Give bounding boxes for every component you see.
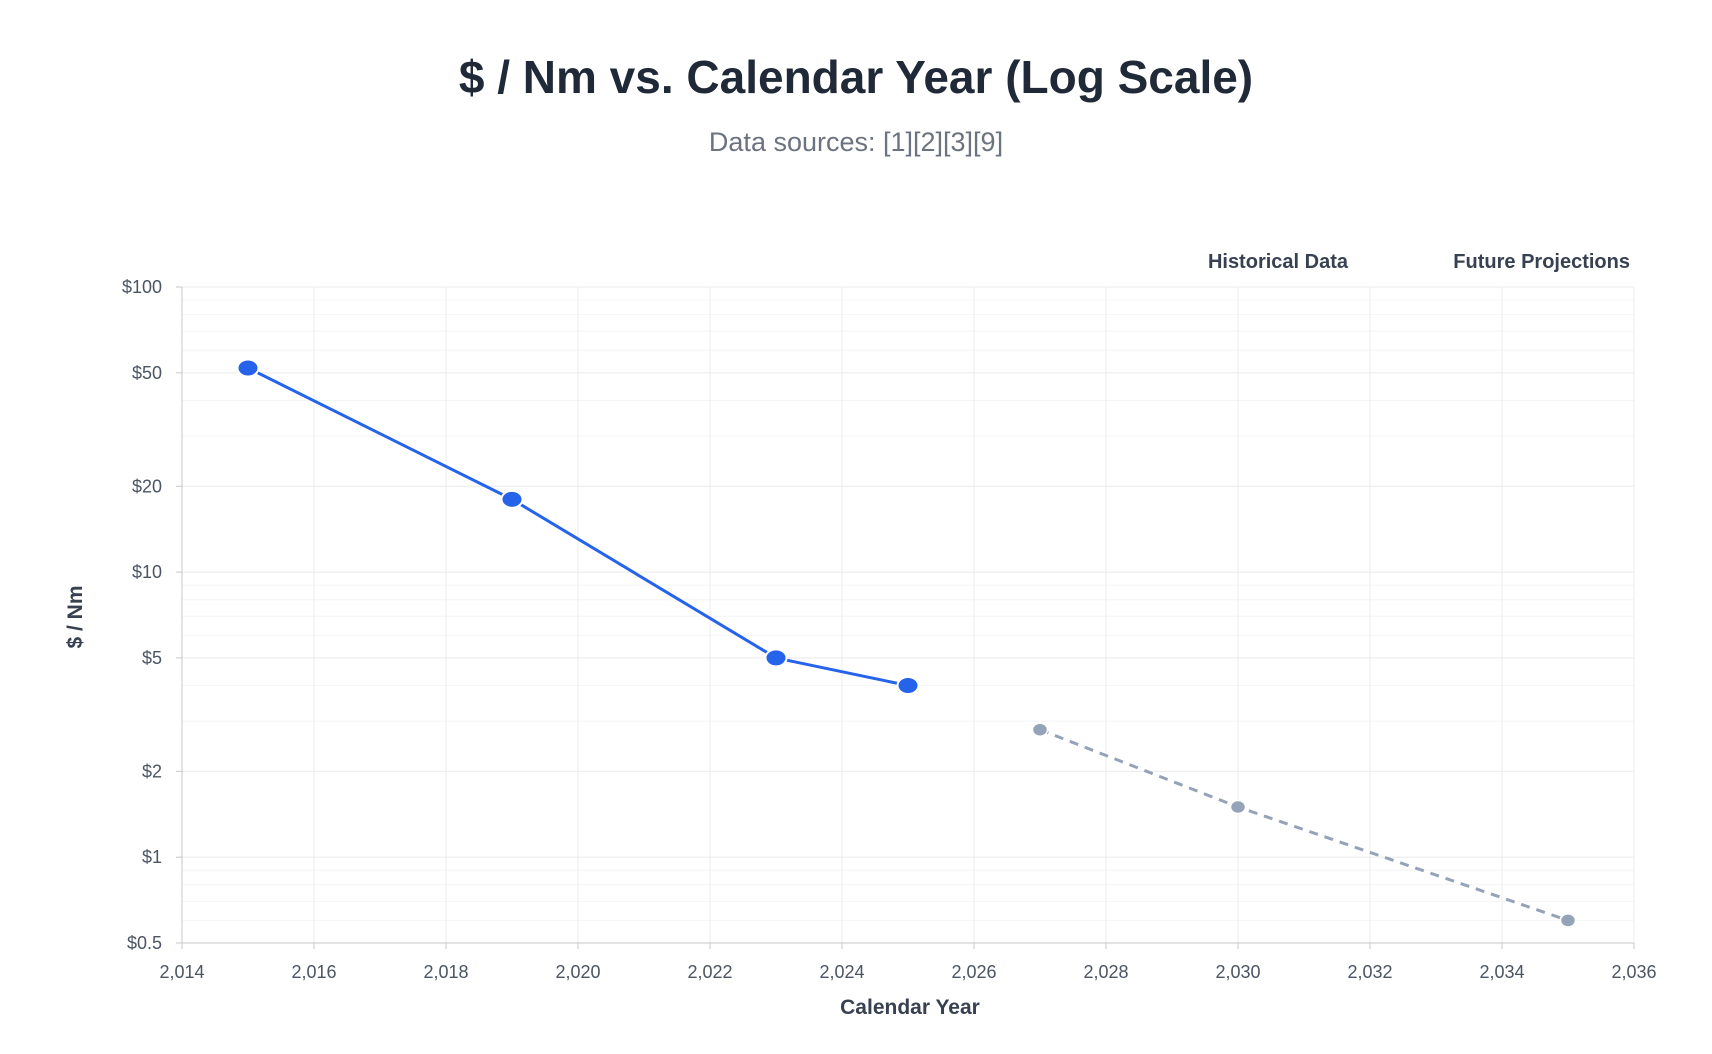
y-tick-label: $50 xyxy=(132,363,162,383)
y-tick-label: $0.5 xyxy=(127,933,162,953)
x-tick-label: 2,032 xyxy=(1347,962,1392,982)
x-tick-label: 2,022 xyxy=(687,962,732,982)
axes xyxy=(176,286,1635,949)
x-tick-label: 2,016 xyxy=(291,962,336,982)
x-tick-label: 2,014 xyxy=(159,962,204,982)
data-point-projection xyxy=(1559,913,1577,928)
data-point-historical xyxy=(500,489,524,509)
legend-future-projections[interactable]: Future Projections xyxy=(1453,251,1630,273)
y-tick-label: $1 xyxy=(142,847,162,867)
series-line-projection xyxy=(1039,728,1569,922)
tick-labels: 2,014 2,016 2,018 2,020 2,022 2,024 2,026 2,028… xyxy=(122,277,1657,982)
y-tick-label: $2 xyxy=(142,761,162,781)
data-point-projection xyxy=(1229,799,1247,815)
chart-subtitle: Data sources: [1][2][3][9] xyxy=(708,127,1004,157)
x-axis-title: Calendar Year xyxy=(840,996,980,1019)
series-layer xyxy=(236,358,1577,928)
grid-lines xyxy=(181,286,1635,944)
data-point-historical xyxy=(764,648,788,668)
x-tick-label: 2,028 xyxy=(1083,962,1128,982)
y-tick-label: $100 xyxy=(122,277,162,297)
series-line-historical xyxy=(247,366,909,688)
data-point-historical xyxy=(236,358,260,378)
x-tick-label: 2,020 xyxy=(555,962,600,982)
x-tick-label: 2,034 xyxy=(1479,962,1524,982)
x-tick-label: 2,024 xyxy=(819,962,864,982)
y-tick-label: $20 xyxy=(132,476,162,496)
data-point-historical xyxy=(896,676,920,696)
x-tick-label: 2,026 xyxy=(951,962,996,982)
y-axis-title: $ / Nm xyxy=(64,585,87,648)
y-tick-label: $10 xyxy=(132,562,162,582)
y-tick-label: $5 xyxy=(142,648,162,668)
data-point-projection xyxy=(1031,722,1049,737)
legend-historical-data[interactable]: Historical Data xyxy=(1208,251,1349,273)
chart-title: $ / Nm vs. Calendar Year (Log Scale) xyxy=(458,51,1254,103)
x-tick-label: 2,030 xyxy=(1215,962,1260,982)
x-tick-label: 2,018 xyxy=(423,962,468,982)
x-tick-label: 2,036 xyxy=(1611,962,1656,982)
